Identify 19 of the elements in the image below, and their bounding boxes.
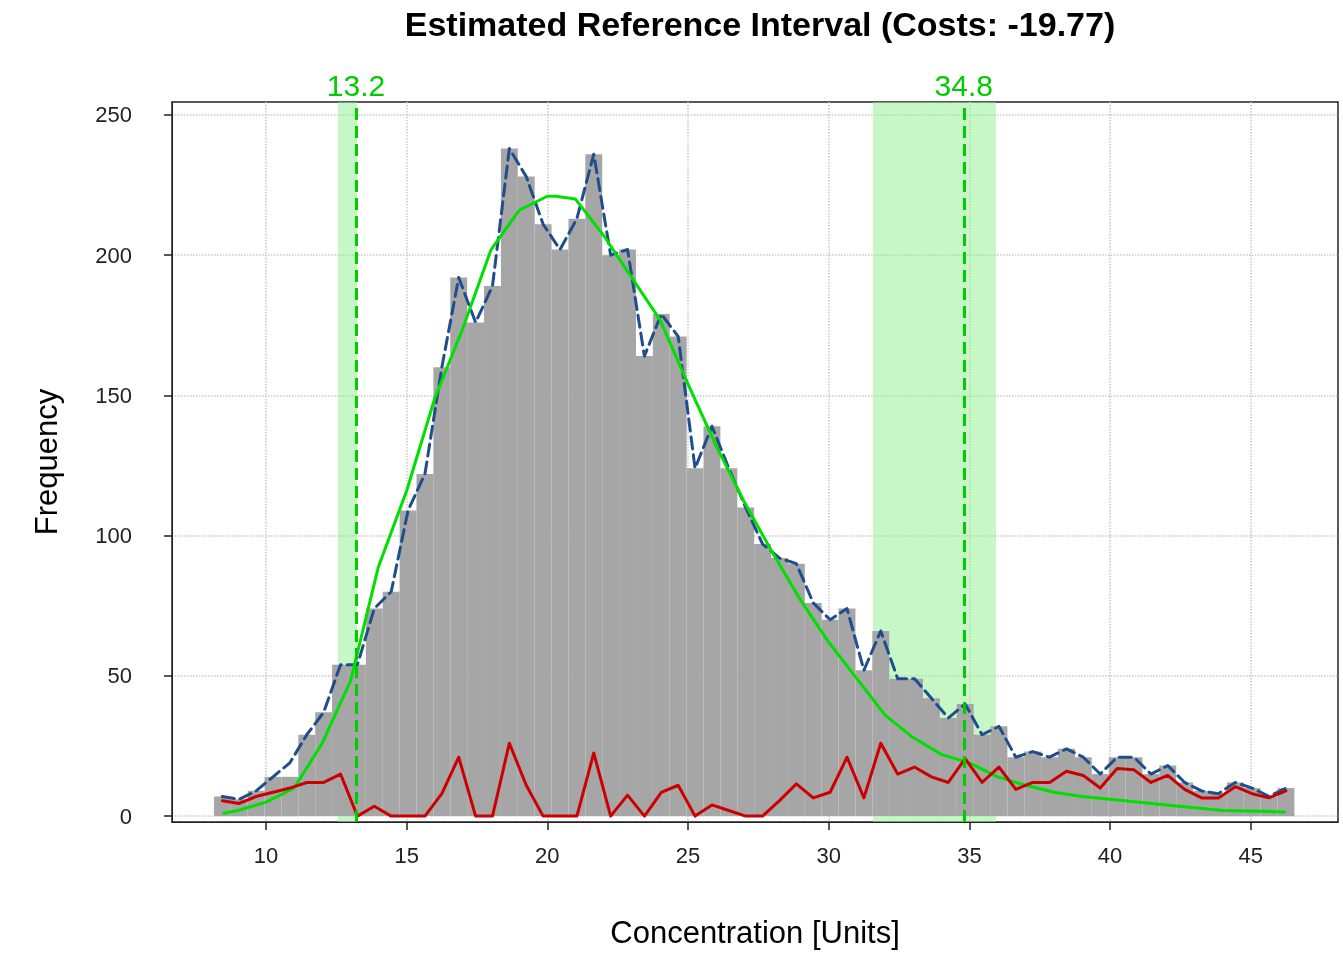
y-tick-label: 250 [95,102,132,128]
y-tick-label: 150 [95,382,132,408]
y-tick-label: 200 [95,242,132,268]
x-tick-label: 10 [253,842,279,868]
ref-line-label: 13.2 [326,68,386,102]
y-tick-label: 100 [95,523,132,549]
x-tick-label: 20 [535,842,560,868]
x-tick-label: 45 [1238,842,1264,868]
x-axis-title: Concentration [Units] [610,915,900,950]
y-tick-label: 50 [107,663,132,689]
x-tick-label: 15 [394,842,419,868]
ref-line-label: 34.8 [934,68,993,102]
x-tick-label: 30 [816,842,841,868]
x-tick-label: 25 [675,842,701,868]
y-axis-title: Frequency [29,388,64,536]
chart-title: Estimated Reference Interval (Costs: -19.77) [404,5,1116,43]
x-tick-label: 40 [1097,842,1123,868]
y-tick-label: 0 [119,803,132,829]
x-tick-label: 35 [957,842,982,868]
